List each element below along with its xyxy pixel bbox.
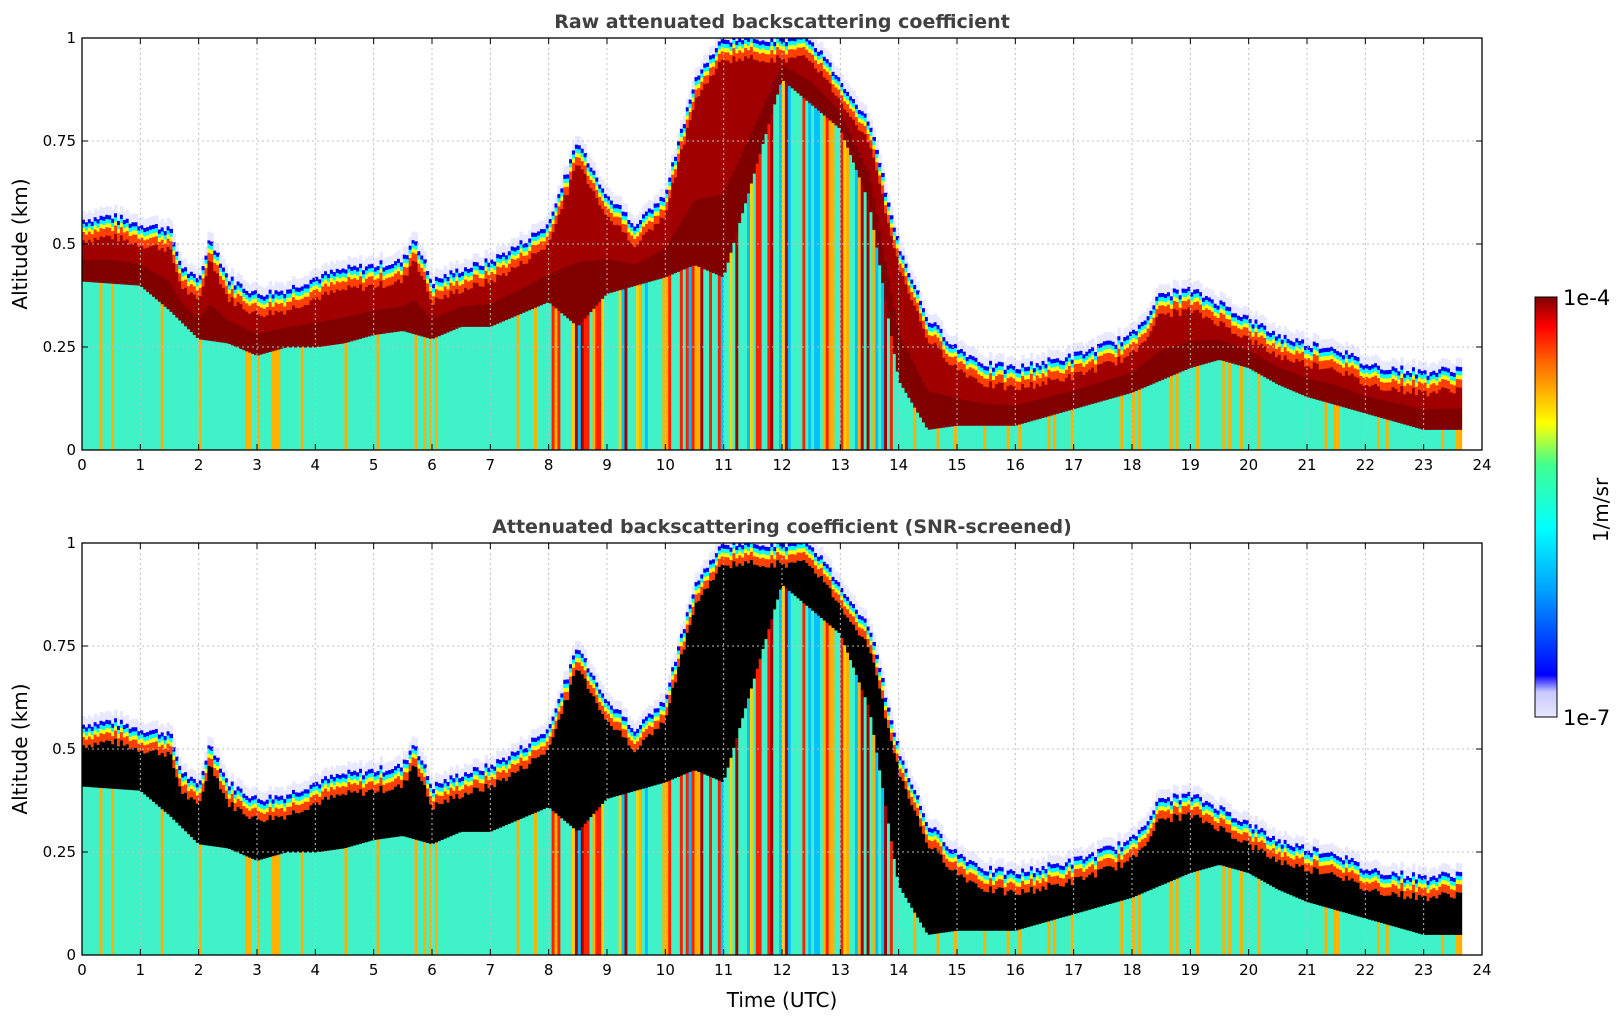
heatmap-cell	[1001, 354, 1005, 363]
x-tick-label: 3	[252, 456, 262, 474]
heatmap-cell	[426, 262, 430, 271]
x-tick-label: 16	[1006, 456, 1025, 474]
heatmap-cell	[875, 149, 879, 154]
x-tick-label: 6	[427, 456, 437, 474]
y-tick-label: 1	[66, 29, 76, 47]
heatmap-cell	[172, 739, 176, 748]
heatmap-cell	[1459, 408, 1463, 430]
heatmap-cell	[625, 203, 629, 212]
heatmap-cell	[170, 725, 174, 734]
heatmap-cell	[225, 770, 229, 779]
x-tick-label: 12	[772, 456, 791, 474]
heatmap-cell	[426, 767, 430, 776]
x-tick-label: 7	[486, 456, 496, 474]
x-tick-label: 18	[1122, 456, 1141, 474]
heatmap-cell	[875, 141, 879, 150]
y-tick-label: 0	[66, 441, 76, 459]
heatmap-cell	[231, 773, 235, 782]
heatmap-cell	[172, 234, 176, 243]
heatmap-cell	[872, 128, 876, 137]
x-tick-label: 5	[369, 456, 379, 474]
heatmap-cell	[210, 233, 214, 242]
x-tick-label: 17	[1064, 456, 1083, 474]
heatmap-cell	[225, 265, 229, 274]
heatmap-cell	[114, 710, 118, 719]
heatmap-cell	[178, 252, 182, 261]
panel-raw-title: Raw attenuated backscattering coefficien…	[554, 11, 1010, 33]
y-tick-label: 0.5	[52, 235, 76, 253]
heatmap-cell	[881, 172, 885, 177]
y-tick-label: 0.75	[43, 132, 76, 150]
heatmap-cell	[893, 219, 897, 228]
x-tick-label: 20	[1239, 456, 1258, 474]
heatmap-cell	[423, 756, 427, 765]
heatmap-cell	[415, 738, 419, 747]
x-tick-label: 1	[136, 456, 146, 474]
heatmap-cell	[1459, 375, 1463, 380]
x-tick-label: 23	[1414, 456, 1433, 474]
heatmap-cell	[1459, 358, 1463, 367]
x-tick-label: 14	[889, 456, 908, 474]
panel-screened-title: Attenuated backscattering coefficient (S…	[492, 516, 1072, 538]
heatmap-cell	[1459, 379, 1463, 388]
heatmap-cell	[881, 177, 885, 182]
heatmap-cell	[881, 164, 885, 173]
heatmap-cell	[890, 215, 894, 220]
heatmap-cell	[1459, 387, 1463, 408]
heatmap-cell	[829, 54, 833, 63]
heatmap-cell	[114, 205, 118, 214]
heatmap-cell	[170, 220, 174, 229]
x-tick-label: 0	[77, 456, 87, 474]
heatmap-cell	[887, 202, 891, 207]
y-tick-label: 0.25	[43, 338, 76, 356]
heatmap-cell	[940, 320, 944, 329]
x-tick-label: 21	[1297, 456, 1316, 474]
heatmap-cell	[584, 144, 588, 153]
heatmap-cell	[170, 733, 174, 738]
heatmap-cell	[216, 749, 220, 758]
heatmap-cell	[890, 207, 894, 216]
heatmap-cell	[884, 184, 888, 193]
x-tick-label: 11	[714, 456, 733, 474]
panel-raw-y-label: Altitude (km)	[8, 178, 32, 309]
x-tick-label: 9	[602, 456, 612, 474]
heatmap-cell	[887, 194, 891, 203]
heatmap-cell	[170, 228, 174, 233]
heatmap-cell	[1459, 371, 1463, 376]
panel-raw: Raw attenuated backscattering coefficien…	[8, 11, 1492, 474]
heatmap-cell	[1400, 357, 1404, 366]
x-tick-label: 2	[194, 456, 204, 474]
heatmap-cell	[231, 268, 235, 277]
heatmap-cell	[872, 137, 876, 142]
heatmap-cell	[878, 154, 882, 163]
x-tick-label: 19	[1181, 456, 1200, 474]
x-tick-label: 15	[947, 456, 966, 474]
heatmap-cell	[902, 247, 906, 256]
x-tick-label: 24	[1472, 456, 1491, 474]
heatmap-cell	[415, 233, 419, 242]
x-tick-label: 4	[311, 456, 321, 474]
x-tick-label: 13	[831, 456, 850, 474]
heatmap-cell	[210, 738, 214, 747]
figure: Raw attenuated backscattering coefficien…	[0, 0, 1621, 1020]
heatmap-cell	[922, 299, 926, 308]
heatmap-cell	[216, 244, 220, 253]
heatmap-cell	[864, 105, 868, 114]
heatmap-cell	[916, 282, 920, 291]
heatmap-cell	[1459, 367, 1463, 372]
heatmap-cell	[1459, 429, 1463, 450]
heatmap-cell	[905, 255, 909, 264]
panel-screened: Attenuated backscattering coefficient (S…	[8, 516, 1492, 1012]
x-tick-label: 22	[1356, 456, 1375, 474]
heatmap-cell	[423, 251, 427, 260]
x-tick-label: 10	[656, 456, 675, 474]
heatmap-cell	[178, 757, 182, 766]
heatmap-cell	[870, 119, 874, 128]
x-tick-label: 8	[544, 456, 554, 474]
